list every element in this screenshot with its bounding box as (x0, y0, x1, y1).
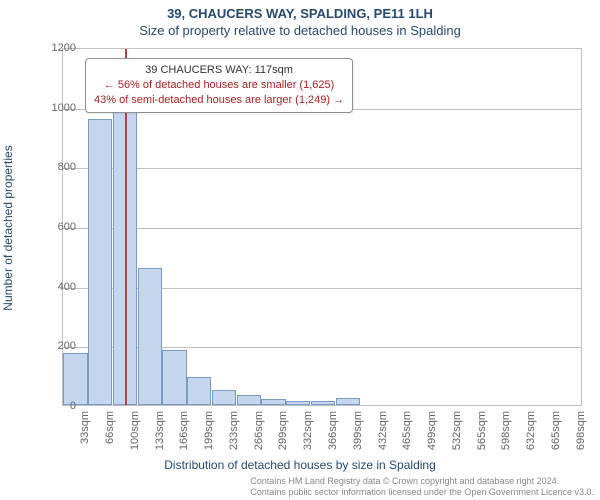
x-tick-label: 698sqm (575, 411, 587, 450)
gridline (63, 168, 581, 169)
histogram-bar (261, 399, 285, 405)
x-tick-label: 332sqm (302, 411, 314, 450)
histogram-bar (311, 401, 335, 405)
histogram-bar (336, 398, 360, 405)
footer-attribution: Contains HM Land Registry data © Crown c… (250, 476, 594, 498)
x-axis-label: Distribution of detached houses by size … (0, 458, 600, 472)
y-tick-label: 1200 (36, 42, 76, 54)
histogram-bar (187, 377, 211, 405)
y-tick-label: 1000 (36, 102, 76, 114)
chart-legend: 39 CHAUCERS WAY: 117sqm ← 56% of detache… (85, 58, 353, 113)
histogram-bar (138, 268, 162, 405)
x-tick-label: 432sqm (377, 411, 389, 450)
x-tick-label: 598sqm (500, 411, 512, 450)
x-tick-label: 166sqm (178, 411, 190, 450)
x-tick-label: 499sqm (426, 411, 438, 450)
histogram-bar (286, 401, 310, 405)
x-tick-label: 399sqm (352, 411, 364, 450)
x-tick-label: 133sqm (154, 411, 166, 450)
footer-line2: Contains public sector information licen… (250, 487, 594, 498)
histogram-bar (63, 353, 87, 405)
legend-line-smaller: ← 56% of detached houses are smaller (1,… (94, 78, 344, 93)
x-tick-label: 465sqm (401, 411, 413, 450)
x-tick-label: 199sqm (203, 411, 215, 450)
footer-line1: Contains HM Land Registry data © Crown c… (250, 476, 594, 487)
x-tick-label: 233sqm (228, 411, 240, 450)
histogram-bar (237, 395, 261, 405)
x-tick-label: 532sqm (451, 411, 463, 450)
y-tick-label: 400 (36, 281, 76, 293)
x-tick-label: 366sqm (327, 411, 339, 450)
histogram-bar (88, 119, 112, 405)
x-tick-label: 632sqm (525, 411, 537, 450)
legend-line-larger: 43% of semi-detached houses are larger (… (94, 93, 344, 108)
histogram-bar (162, 350, 186, 405)
gridline (63, 228, 581, 229)
x-tick-label: 266sqm (253, 411, 265, 450)
page-title-address: 39, CHAUCERS WAY, SPALDING, PE11 1LH (0, 0, 600, 21)
x-tick-label: 299sqm (277, 411, 289, 450)
y-tick-label: 600 (36, 221, 76, 233)
y-tick-label: 800 (36, 161, 76, 173)
y-tick-label: 200 (36, 340, 76, 352)
y-axis-label: Number of detached properties (1, 145, 15, 310)
x-tick-label: 100sqm (129, 411, 141, 450)
x-tick-label: 33sqm (79, 411, 91, 444)
x-tick-label: 665sqm (550, 411, 562, 450)
page-subtitle: Size of property relative to detached ho… (0, 21, 600, 38)
y-tick-label: 0 (36, 400, 76, 412)
legend-line-property: 39 CHAUCERS WAY: 117sqm (94, 63, 344, 78)
histogram-bar (212, 390, 236, 405)
x-tick-label: 66sqm (104, 411, 116, 444)
x-tick-label: 565sqm (476, 411, 488, 450)
